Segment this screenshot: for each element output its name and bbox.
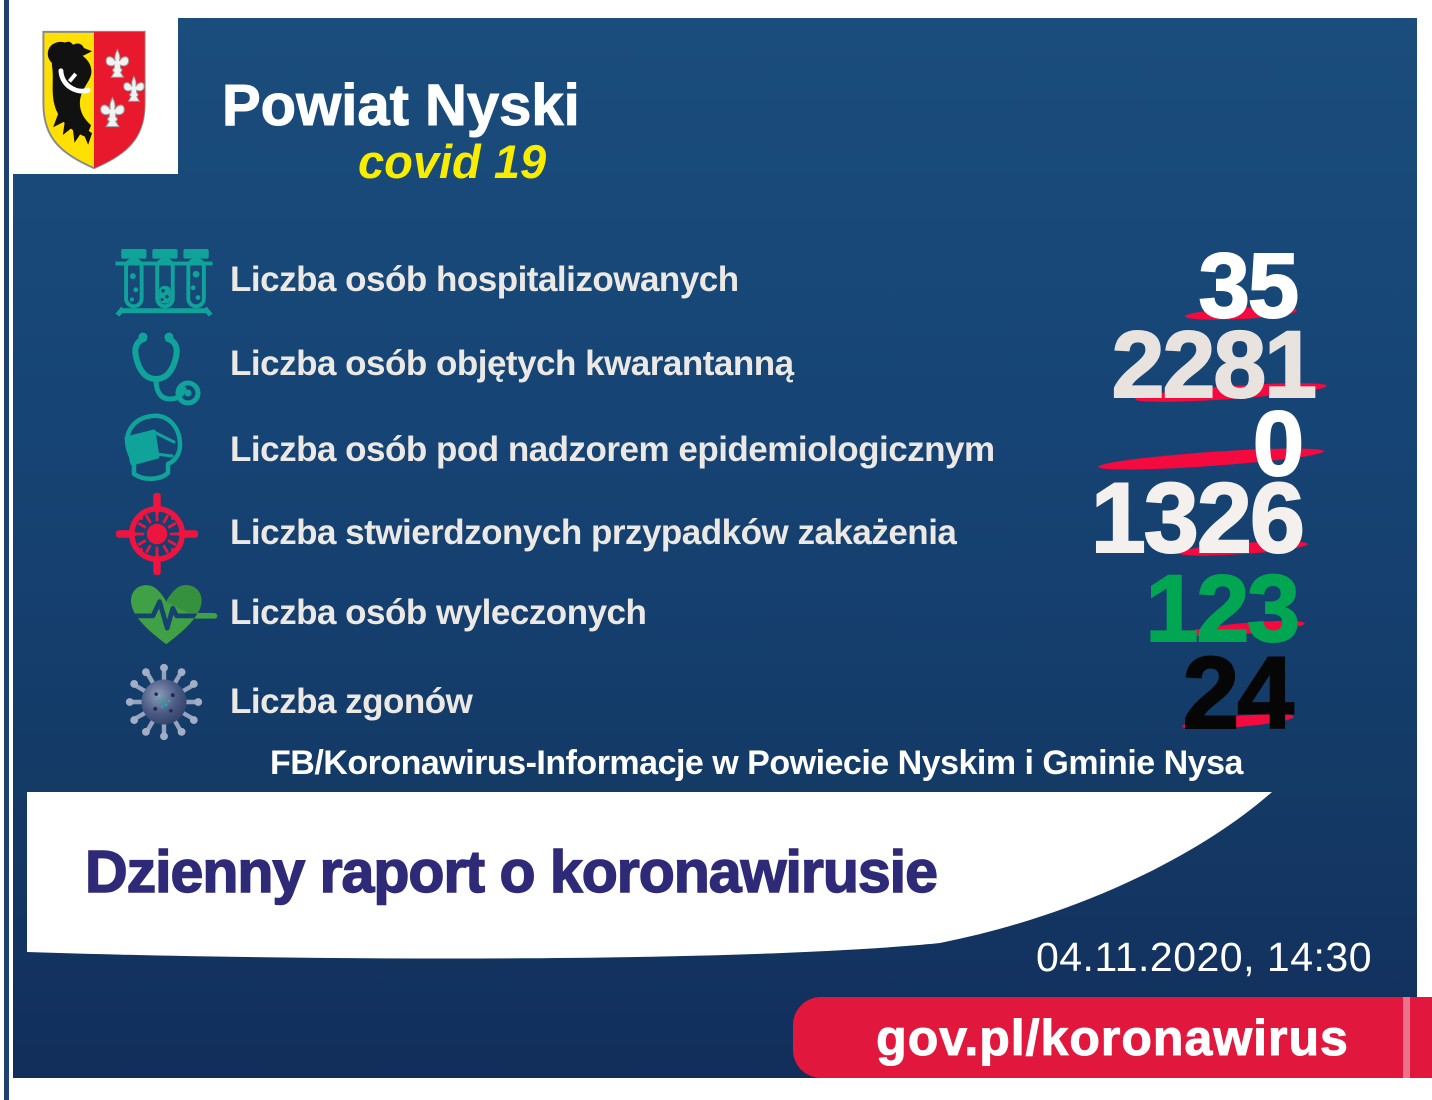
banner-fold-highlight [1403,997,1410,1078]
stat-label: Liczba zgonów [230,682,473,721]
stethoscope-icon [132,332,201,406]
stat-label: Liczba osób hospitalizowanych [230,260,739,299]
face-mask-icon [124,413,183,481]
white-ribbon [27,792,1272,959]
report-timestamp: 04.11.2020, 14:30 [1035,934,1372,980]
virus-crosshair-icon [115,492,199,576]
test-tubes-icon [115,248,213,317]
left-border-rule [4,0,9,1100]
heart-pulse-icon [130,585,218,645]
virus-icon [125,663,203,741]
govpl-link[interactable]: gov.pl/koronawirus [876,1009,1349,1066]
report-headline: Dzienny raport o koronawirusie [84,838,938,906]
stat-label: Liczba stwierdzonych przypadków zakażeni… [230,513,957,552]
page-subtitle: covid 19 [358,135,547,188]
stat-label: Liczba osób objętych kwarantanną [230,344,794,383]
govpl-banner: gov.pl/koronawirus [793,997,1432,1078]
stat-value: 123 [1144,556,1301,662]
page-title: Powiat Nyski [222,73,581,139]
facebook-info-line: FB/Koronawirus-Informacje w Powiecie Nys… [270,744,1243,782]
powiat-nyski-crest-icon [42,30,146,170]
stat-value: 0 [1252,393,1305,495]
stat-value: 1326 [1090,462,1306,573]
stat-value: 2281 [1111,312,1318,418]
stat-label: Liczba osób wyleczonych [230,593,647,632]
stat-label: Liczba osób pod nadzorem epidemiologiczn… [230,430,995,469]
stat-value: 35 [1198,235,1300,337]
stat-value: 24 [1182,636,1295,750]
crest-box [13,0,178,174]
